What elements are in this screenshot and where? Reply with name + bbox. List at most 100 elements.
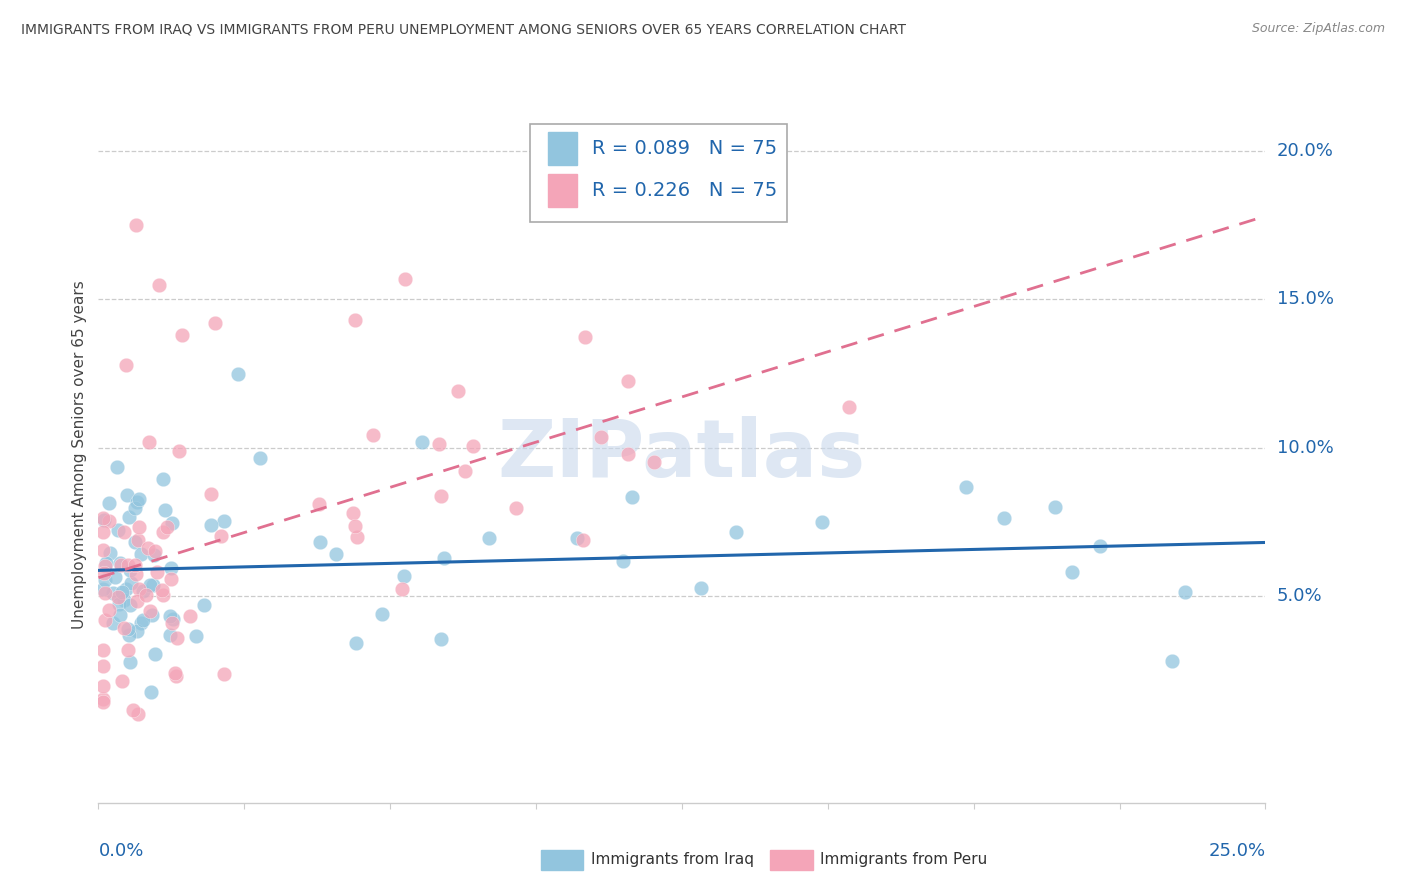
Point [200, 486, 222, 500]
Point [621, 490, 644, 504]
Point [91, 643, 114, 657]
Point [120, 563, 142, 577]
Point [616, 447, 638, 461]
Bar [548, 132, 576, 166]
Point [193, 598, 215, 612]
Point [179, 609, 201, 624]
Point [124, 534, 146, 549]
Point [94, 559, 117, 574]
Point [110, 556, 132, 570]
Text: Immigrants from Iraq: Immigrants from Iraq [591, 853, 754, 867]
Point [112, 525, 135, 540]
Point [98, 496, 121, 510]
Point [346, 530, 368, 544]
Point [110, 558, 132, 572]
Point [152, 588, 174, 602]
Point [91, 510, 114, 524]
Point [811, 515, 834, 529]
Point [454, 464, 477, 478]
Point [955, 480, 977, 494]
Point [993, 510, 1015, 524]
Point [105, 460, 128, 475]
Point [447, 384, 470, 399]
Point [308, 534, 330, 549]
Point [159, 608, 181, 623]
Point [101, 585, 124, 599]
Point [103, 570, 125, 584]
Point [131, 613, 153, 627]
Point [411, 435, 433, 450]
Point [127, 533, 149, 547]
Point [132, 583, 155, 598]
Y-axis label: Unemployment Among Seniors over 65 years: Unemployment Among Seniors over 65 years [72, 281, 87, 629]
Point [128, 582, 150, 596]
Point [101, 615, 124, 630]
Point [115, 488, 138, 502]
Point [94, 556, 117, 570]
Point [165, 665, 187, 680]
Point [115, 582, 138, 596]
Text: 20.0%: 20.0% [1277, 143, 1333, 161]
Point [143, 647, 166, 661]
Point [94, 573, 117, 587]
Point [93, 614, 115, 628]
Point [159, 627, 181, 641]
Point [643, 455, 665, 469]
Point [146, 565, 169, 579]
Point [125, 624, 148, 638]
Point [125, 567, 148, 582]
Point [107, 590, 129, 604]
Point [617, 374, 640, 388]
Point [152, 472, 174, 486]
Point [166, 632, 188, 646]
Point [344, 313, 367, 327]
Point [1161, 654, 1184, 668]
Point [93, 513, 115, 527]
Point [427, 437, 450, 451]
Text: 10.0%: 10.0% [1277, 439, 1333, 457]
Point [117, 623, 139, 637]
Point [143, 548, 166, 562]
Point [165, 669, 187, 683]
Point [160, 572, 183, 586]
Point [128, 491, 150, 506]
Point [127, 495, 149, 509]
Point [91, 659, 114, 673]
Point [160, 615, 183, 630]
Text: Source: ZipAtlas.com: Source: ZipAtlas.com [1251, 22, 1385, 36]
Point [139, 578, 162, 592]
Point [136, 541, 159, 555]
Point [108, 608, 131, 623]
Point [94, 586, 117, 600]
Point [125, 594, 148, 608]
Point [91, 543, 114, 558]
Point [430, 632, 453, 646]
Point [135, 588, 157, 602]
Point [574, 330, 596, 344]
Text: 5.0%: 5.0% [1277, 587, 1322, 605]
Point [139, 604, 162, 618]
Point [228, 367, 250, 381]
Point [724, 524, 747, 539]
Point [343, 519, 366, 533]
Point [200, 518, 222, 533]
Text: 15.0%: 15.0% [1277, 291, 1333, 309]
Point [159, 560, 181, 574]
Point [371, 607, 394, 621]
Point [93, 566, 115, 580]
Point [589, 430, 612, 444]
Point [124, 500, 146, 515]
Point [121, 703, 143, 717]
Point [212, 514, 235, 528]
Point [212, 667, 235, 681]
Point [141, 607, 163, 622]
Point [394, 569, 416, 583]
Point [152, 525, 174, 540]
Point [118, 599, 141, 613]
Point [97, 515, 120, 529]
Bar [548, 174, 576, 207]
Point [138, 434, 160, 449]
Point [1045, 500, 1067, 514]
Point [1060, 565, 1083, 579]
Point [111, 673, 134, 688]
